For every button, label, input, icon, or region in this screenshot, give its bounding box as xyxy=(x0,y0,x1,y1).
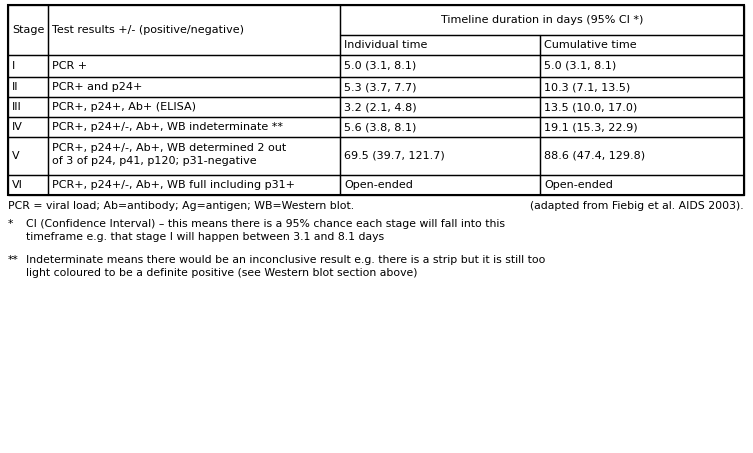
Text: V: V xyxy=(12,151,20,161)
Text: Individual time: Individual time xyxy=(344,40,428,50)
Bar xyxy=(340,77,540,97)
Text: PCR+ and p24+: PCR+ and p24+ xyxy=(52,82,142,92)
Bar xyxy=(8,175,48,195)
Bar xyxy=(8,97,48,117)
Text: VI: VI xyxy=(12,180,23,190)
Bar xyxy=(340,5,744,35)
Bar xyxy=(8,137,48,175)
Text: 13.5 (10.0, 17.0): 13.5 (10.0, 17.0) xyxy=(544,102,637,112)
Text: 5.0 (3.1, 8.1): 5.0 (3.1, 8.1) xyxy=(344,61,416,71)
Text: Open-ended: Open-ended xyxy=(344,180,413,190)
Text: 10.3 (7.1, 13.5): 10.3 (7.1, 13.5) xyxy=(544,82,630,92)
Text: IV: IV xyxy=(12,122,23,132)
Bar xyxy=(48,137,340,175)
Text: II: II xyxy=(12,82,19,92)
Bar xyxy=(540,175,744,195)
Text: *: * xyxy=(8,219,14,229)
Text: 5.6 (3.8, 8.1): 5.6 (3.8, 8.1) xyxy=(344,122,416,132)
Text: PCR+, p24+/-, Ab+, WB full including p31+: PCR+, p24+/-, Ab+, WB full including p31… xyxy=(52,180,295,190)
Bar xyxy=(8,77,48,97)
Bar xyxy=(540,77,744,97)
Bar xyxy=(48,55,340,77)
Text: 3.2 (2.1, 4.8): 3.2 (2.1, 4.8) xyxy=(344,102,416,112)
Text: Test results +/- (positive/negative): Test results +/- (positive/negative) xyxy=(52,25,244,35)
Bar xyxy=(48,97,340,117)
Text: 5.0 (3.1, 8.1): 5.0 (3.1, 8.1) xyxy=(544,61,616,71)
Text: PCR+, p24+/-, Ab+, WB indeterminate **: PCR+, p24+/-, Ab+, WB indeterminate ** xyxy=(52,122,283,132)
Text: III: III xyxy=(12,102,22,112)
Bar xyxy=(540,35,744,55)
Bar xyxy=(340,175,540,195)
Bar xyxy=(48,175,340,195)
Bar xyxy=(8,5,744,195)
Bar xyxy=(8,117,48,137)
Bar xyxy=(8,5,48,55)
Text: CI (Confidence Interval) – this means there is a 95% chance each stage will fall: CI (Confidence Interval) – this means th… xyxy=(26,219,505,242)
Bar xyxy=(340,137,540,175)
Text: 5.3 (3.7, 7.7): 5.3 (3.7, 7.7) xyxy=(344,82,416,92)
Text: Indeterminate means there would be an inconclusive result e.g. there is a strip : Indeterminate means there would be an in… xyxy=(26,255,545,278)
Bar xyxy=(540,97,744,117)
Bar xyxy=(340,97,540,117)
Bar xyxy=(340,35,540,55)
Text: Open-ended: Open-ended xyxy=(544,180,613,190)
Text: PCR +: PCR + xyxy=(52,61,87,71)
Bar xyxy=(540,117,744,137)
Bar xyxy=(540,55,744,77)
Text: (adapted from Fiebig et al. AIDS 2003).: (adapted from Fiebig et al. AIDS 2003). xyxy=(530,201,744,211)
Bar xyxy=(8,55,48,77)
Bar xyxy=(540,137,744,175)
Text: Cumulative time: Cumulative time xyxy=(544,40,636,50)
Bar xyxy=(340,117,540,137)
Text: 19.1 (15.3, 22.9): 19.1 (15.3, 22.9) xyxy=(544,122,638,132)
Text: I: I xyxy=(12,61,15,71)
Text: PCR+, p24+/-, Ab+, WB determined 2 out
of 3 of p24, p41, p120; p31-negative: PCR+, p24+/-, Ab+, WB determined 2 out o… xyxy=(52,143,286,166)
Bar xyxy=(48,5,340,55)
Bar xyxy=(48,77,340,97)
Text: Stage: Stage xyxy=(12,25,44,35)
Text: PCR = viral load; Ab=antibody; Ag=antigen; WB=Western blot.: PCR = viral load; Ab=antibody; Ag=antige… xyxy=(8,201,354,211)
Text: 88.6 (47.4, 129.8): 88.6 (47.4, 129.8) xyxy=(544,151,645,161)
Bar xyxy=(340,55,540,77)
Bar xyxy=(48,117,340,137)
Text: PCR+, p24+, Ab+ (ELISA): PCR+, p24+, Ab+ (ELISA) xyxy=(52,102,196,112)
Text: Timeline duration in days (95% CI *): Timeline duration in days (95% CI *) xyxy=(441,15,643,25)
Text: **: ** xyxy=(8,255,19,265)
Text: 69.5 (39.7, 121.7): 69.5 (39.7, 121.7) xyxy=(344,151,445,161)
